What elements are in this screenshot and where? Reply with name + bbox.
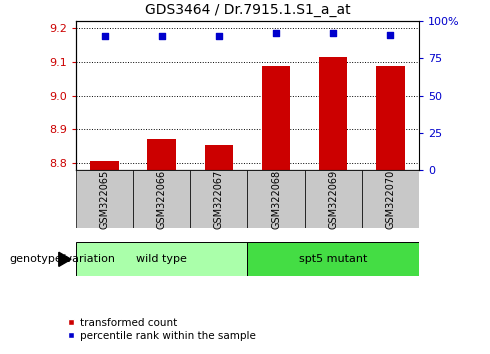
Text: GSM322066: GSM322066 [157, 170, 167, 229]
Text: wild type: wild type [136, 254, 187, 264]
Polygon shape [59, 252, 71, 266]
Bar [376, 66, 405, 170]
Bar [90, 161, 119, 170]
Bar [205, 144, 233, 170]
Point [215, 33, 223, 39]
Title: GDS3464 / Dr.7915.1.S1_a_at: GDS3464 / Dr.7915.1.S1_a_at [145, 4, 350, 17]
Point [387, 32, 394, 38]
Bar [190, 170, 247, 228]
Point [272, 30, 280, 36]
Bar [305, 170, 362, 228]
Bar [76, 170, 133, 228]
Bar [262, 66, 290, 170]
Text: GSM322067: GSM322067 [214, 170, 224, 229]
Bar [133, 170, 190, 228]
Bar [147, 139, 176, 170]
Bar [319, 57, 347, 170]
Text: spt5 mutant: spt5 mutant [299, 254, 368, 264]
Text: GSM322068: GSM322068 [271, 170, 281, 229]
Text: GSM322069: GSM322069 [328, 170, 338, 229]
Bar [362, 170, 419, 228]
Bar [247, 242, 419, 276]
Bar [76, 242, 247, 276]
Point [158, 33, 166, 39]
Text: GSM322070: GSM322070 [385, 170, 395, 229]
Text: GSM322065: GSM322065 [99, 170, 110, 229]
Text: genotype/variation: genotype/variation [10, 254, 116, 264]
Bar [247, 170, 305, 228]
Point [329, 30, 337, 36]
Point [100, 33, 108, 39]
Legend: transformed count, percentile rank within the sample: transformed count, percentile rank withi… [64, 314, 260, 345]
